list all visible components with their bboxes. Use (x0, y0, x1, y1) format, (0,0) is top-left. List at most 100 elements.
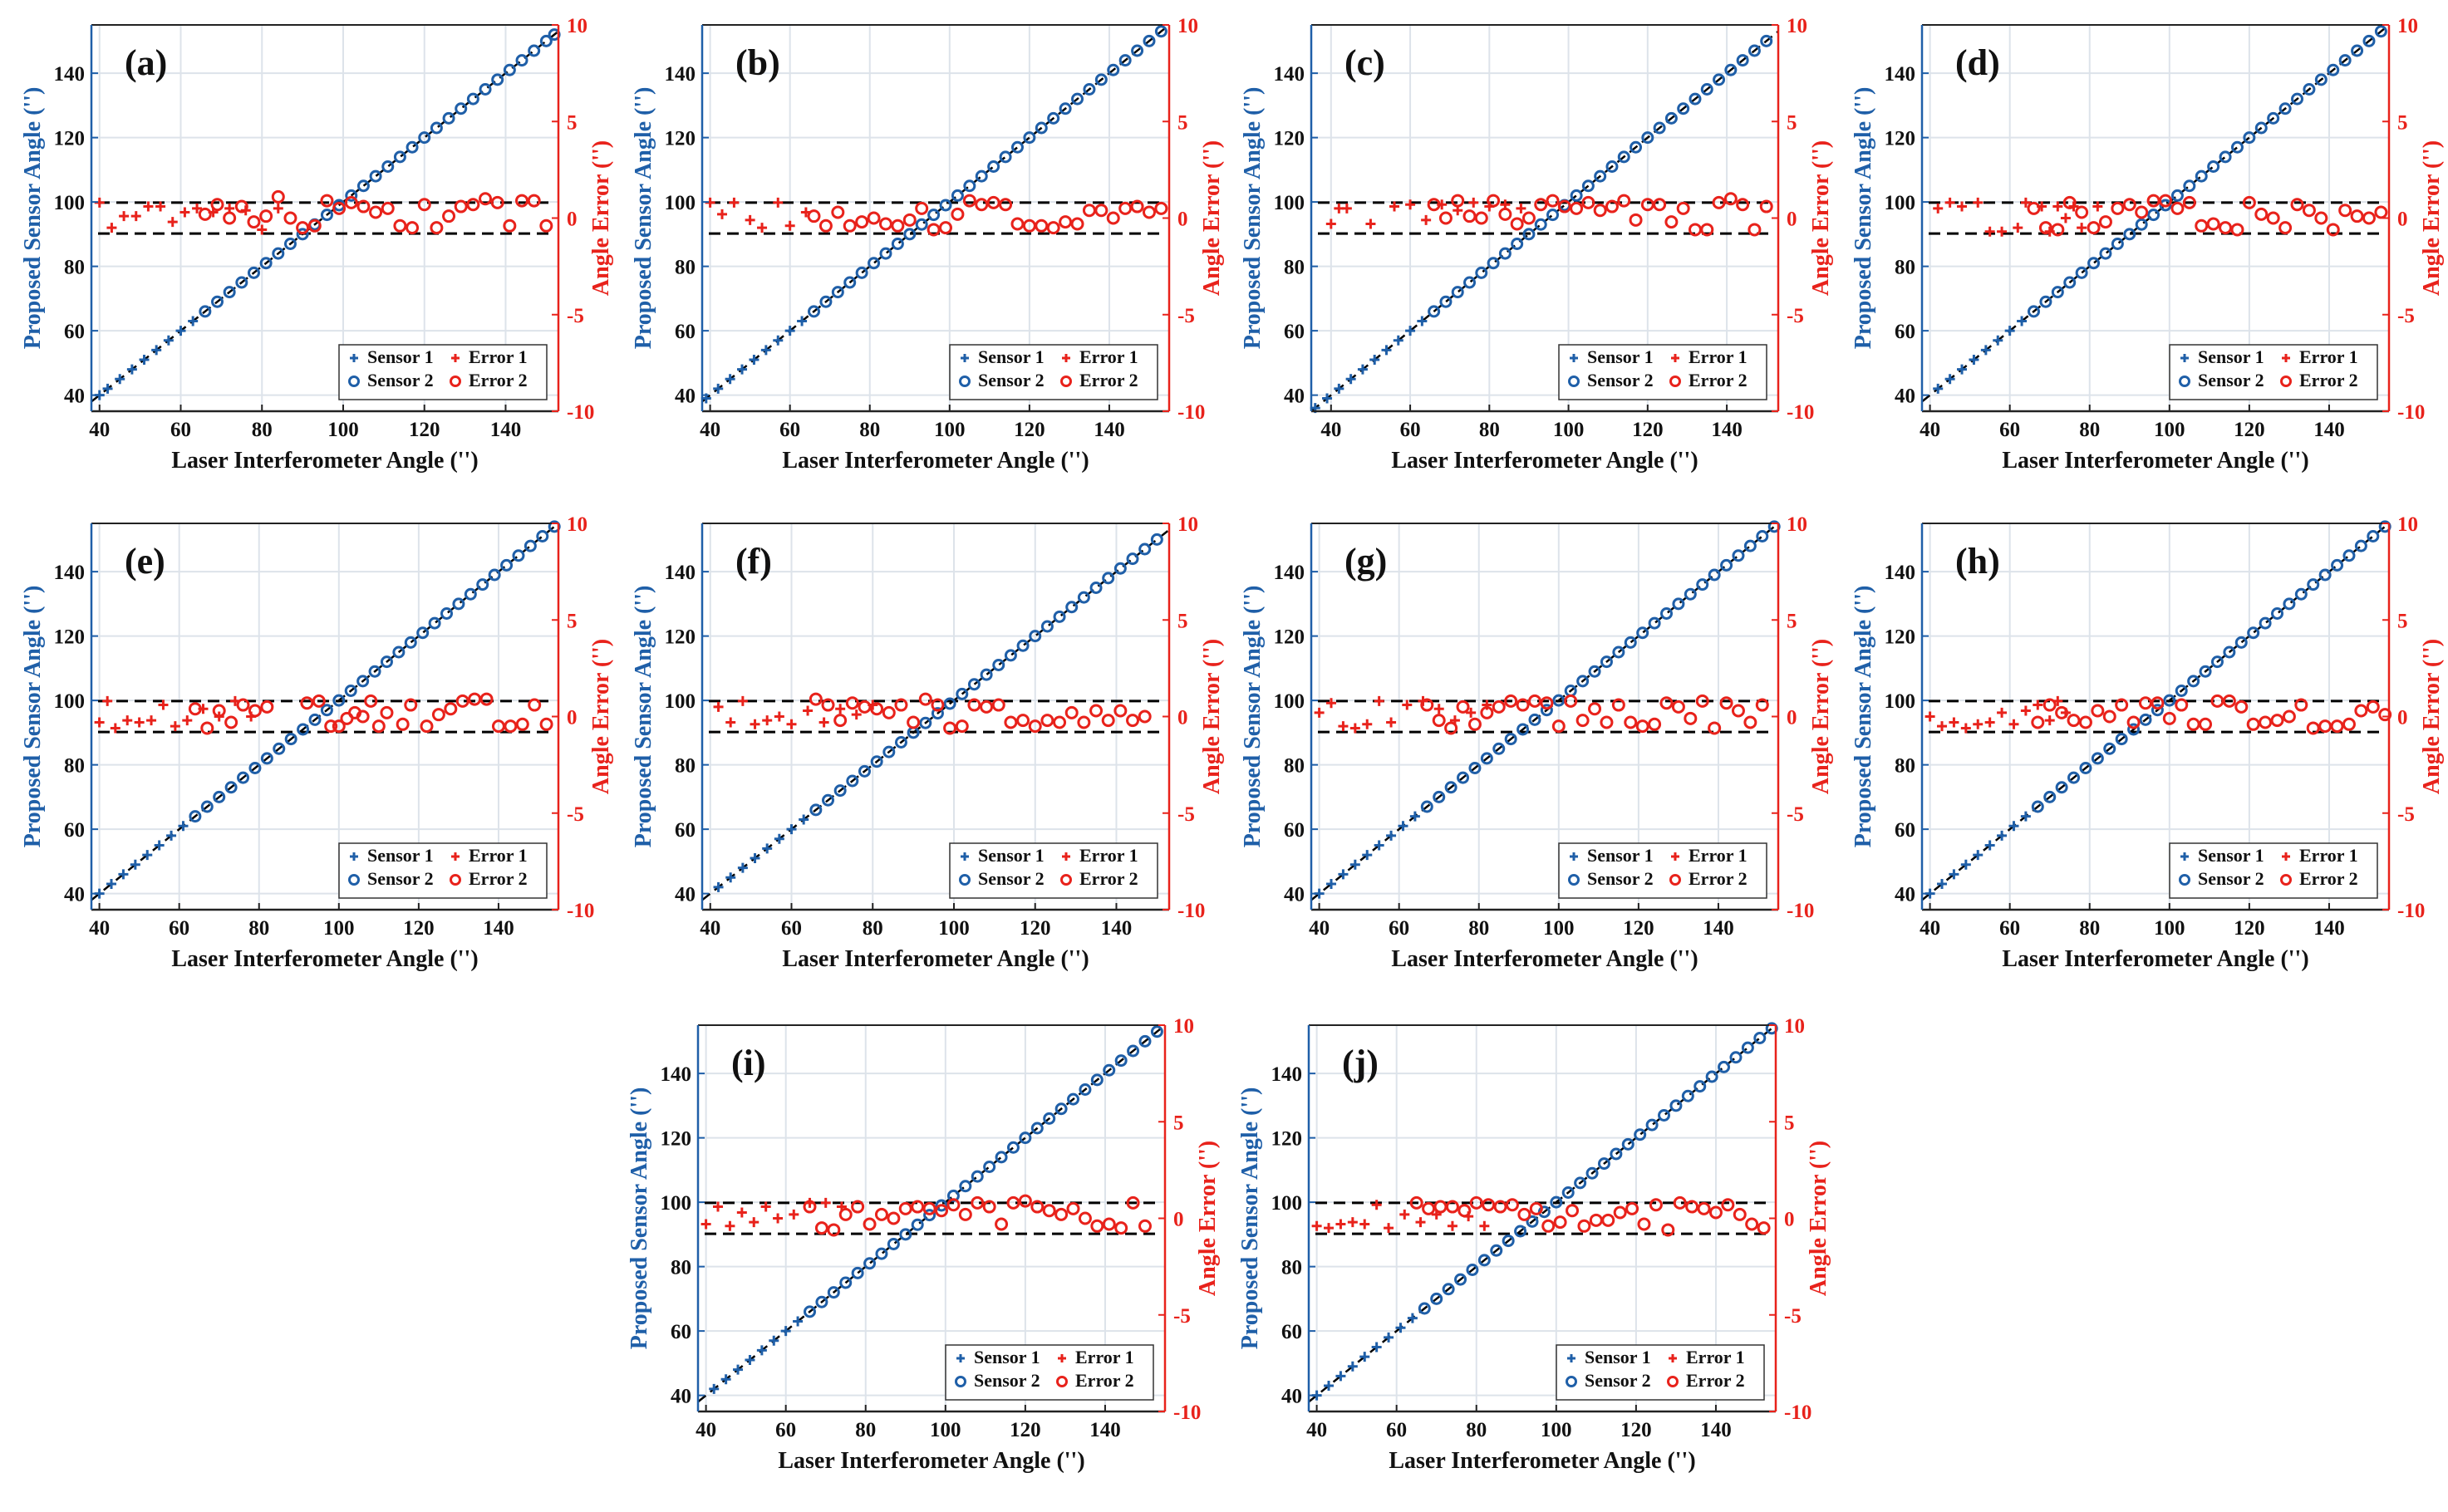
sensor2-point (1067, 1092, 1080, 1106)
x-axis-label: Laser Interferometer Angle ('') (171, 448, 478, 474)
error2-point (1010, 217, 1025, 231)
error2-point (1090, 1219, 1104, 1233)
legend-marker (1669, 1354, 1677, 1362)
x-tick-label: 100 (930, 1419, 961, 1441)
sensor1-point (1937, 879, 1948, 889)
sensor2-point (345, 189, 358, 202)
error1-point (1949, 717, 1959, 728)
error2-point (918, 692, 932, 706)
error2-point (1697, 1201, 1711, 1215)
error2-point (1504, 694, 1518, 708)
sensor2-point (1576, 675, 1590, 688)
sensor1-point (2017, 316, 2028, 326)
error2-point (1505, 1198, 1519, 1212)
error2-point (1427, 198, 1441, 212)
sensor2-point (1552, 694, 1566, 707)
error2-point (1637, 1217, 1651, 1231)
error2-point (955, 719, 969, 734)
error2-point (1611, 698, 1625, 712)
sensor2-point (1718, 1060, 1731, 1073)
x-tick-label: 80 (855, 1419, 876, 1441)
y-right-tick-label: 0 (1173, 1209, 1184, 1231)
legend-entry: Sensor 1 (2198, 845, 2264, 866)
x-tick-label: 100 (934, 419, 966, 441)
sensor2-point (809, 803, 823, 817)
error1-point (1402, 700, 1413, 710)
y-left-tick-label: 40 (1895, 884, 1915, 906)
y-left-tick-label: 40 (64, 385, 85, 408)
error2-point (381, 201, 395, 215)
error2-point (224, 715, 238, 729)
error2-point (2170, 201, 2185, 215)
error2-point (1451, 194, 1465, 208)
y-right-tick-label: 10 (1787, 513, 1807, 536)
y-right-tick-label: -10 (1177, 900, 1205, 922)
x-tick-label: 120 (1014, 419, 1045, 441)
error2-point (1553, 1215, 1567, 1230)
sensor2-point (1574, 1176, 1587, 1190)
legend: Sensor 1 Error 1 Sensor 2 Error 2 (945, 1344, 1154, 1401)
y-right-tick-label: -10 (567, 401, 594, 424)
sensor1-point (154, 840, 165, 851)
sensor2-point (248, 762, 262, 774)
y-left-tick-label: 80 (1895, 755, 1915, 778)
y-right-tick-label: -10 (567, 900, 594, 922)
error1-point (170, 721, 180, 732)
error2-point (931, 698, 945, 712)
error2-point (2111, 201, 2125, 215)
sensor2-point (2159, 199, 2172, 212)
error2-point (2282, 709, 2296, 724)
error2-point (344, 195, 358, 209)
y-left-tick-label: 100 (1274, 690, 1305, 713)
error1-point (1365, 218, 1376, 229)
sensor1-point (130, 859, 140, 870)
legend-entry: Error 1 (1075, 1347, 1134, 1367)
sensor2-point (2139, 713, 2152, 726)
sensor2-point (1131, 44, 1144, 57)
sensor2-point (971, 1170, 984, 1183)
panel-label: (e) (125, 541, 165, 582)
error2-point (430, 221, 444, 235)
error2-point (490, 195, 504, 209)
error2-point (442, 209, 456, 223)
sensor2-point (1468, 762, 1482, 774)
sensor2-point (1546, 209, 1560, 222)
sensor2-point (1511, 238, 1524, 250)
error2-point (1564, 694, 1578, 708)
x-axis-label: Laser Interferometer Angle ('') (1391, 946, 1698, 972)
sensor2-point (1705, 1070, 1718, 1083)
y-left-tick-label: 120 (1885, 626, 1916, 649)
y-right-tick-label: 0 (567, 209, 578, 231)
error2-point (995, 1217, 1009, 1231)
y-right-tick-label: 0 (2397, 209, 2408, 231)
sensor2-point (1454, 1273, 1467, 1286)
sensor2-point (1612, 646, 1625, 659)
sensor2-point (1534, 218, 1547, 231)
x-tick-label: 60 (781, 917, 802, 940)
sensor2-point (2135, 218, 2148, 231)
sensor2-point (189, 810, 202, 823)
sensor2-point (1490, 1244, 1503, 1257)
y-left-tick-label: 120 (54, 626, 86, 649)
sensor2-point (2151, 704, 2164, 717)
sensor2-point (911, 1218, 924, 1231)
y-left-tick-label: 60 (1895, 321, 1915, 343)
error1-point (760, 1201, 771, 1212)
y-right-tick-label: -5 (1177, 803, 1195, 826)
sensor1-point (1984, 840, 1995, 851)
sensor2-point (199, 305, 212, 318)
y-right-tick-label: 5 (2397, 610, 2408, 632)
x-tick-label: 40 (89, 917, 110, 940)
sensor2-point (2283, 597, 2296, 611)
error1-point (273, 203, 283, 214)
sensor1-point (1405, 326, 1416, 336)
sensor2-point (393, 150, 406, 164)
sensor2-point (983, 1161, 996, 1173)
legend: Sensor 1 Error 1 Sensor 2 Error 2 (2169, 842, 2378, 899)
y-left-axis-label: Proposed Sensor Angle ('') (1237, 1087, 1263, 1350)
ideal-line (1308, 1024, 1777, 1403)
legend: Sensor 1 Error 1 Sensor 2 Error 2 (949, 344, 1158, 400)
error2-point (882, 705, 896, 719)
x-tick-label: 140 (1711, 419, 1743, 441)
error2-point (927, 223, 941, 237)
